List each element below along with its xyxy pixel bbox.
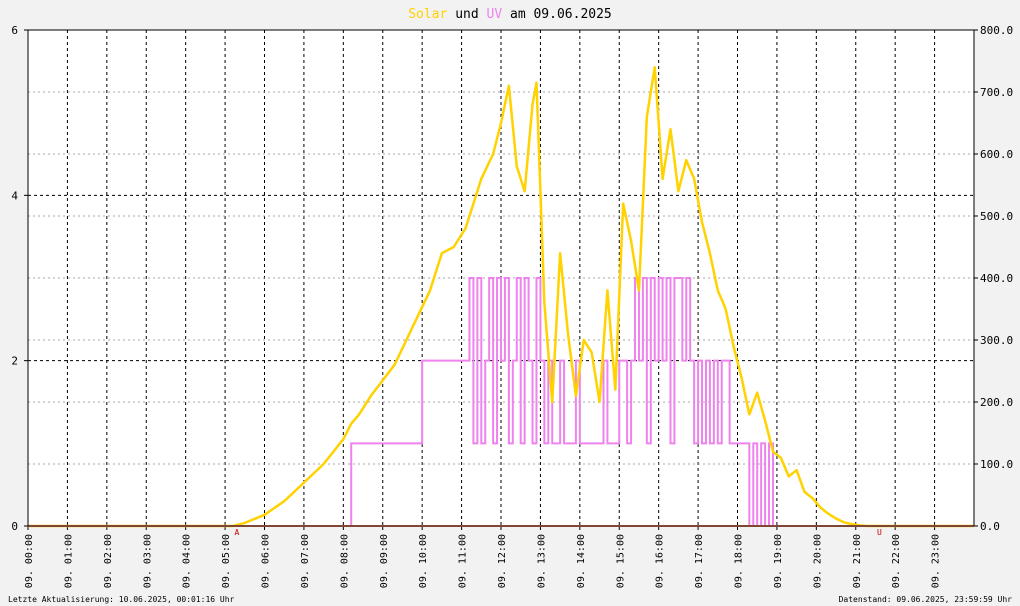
x-tick-label: 09. 12:00 bbox=[497, 534, 508, 588]
x-tick-label: 09. 05:00 bbox=[221, 534, 232, 588]
x-tick-label: 09. 17:00 bbox=[694, 534, 705, 588]
right-tick-label: 300.0 bbox=[980, 334, 1013, 347]
footer-data-status: Datenstand: 09.06.2025, 23:59:59 Uhr bbox=[838, 595, 1012, 604]
x-tick-label: 09. 16:00 bbox=[655, 534, 666, 588]
x-tick-label: 09. 11:00 bbox=[458, 534, 469, 588]
x-tick-label: 09. 18:00 bbox=[734, 534, 745, 588]
right-tick-label: 400.0 bbox=[980, 272, 1013, 285]
x-tick-label: 09. 21:00 bbox=[852, 534, 863, 588]
sunrise-marker: A bbox=[234, 528, 239, 537]
left-tick-label: 2 bbox=[11, 355, 18, 368]
left-tick-label: 6 bbox=[11, 24, 18, 37]
title-date: am 09.06.2025 bbox=[502, 7, 612, 22]
chart-title: Solar und UV am 09.06.2025 bbox=[408, 7, 612, 22]
x-tick-label: 09. 07:00 bbox=[300, 534, 311, 588]
left-tick-label: 0 bbox=[11, 520, 18, 533]
right-axis-ticks: 0.0 100.0 200.0 300.0 400.0 500.0 600.0 700.0 80… bbox=[974, 24, 1013, 533]
right-tick-label: 0.0 bbox=[980, 520, 1000, 533]
solar-series-line bbox=[28, 65, 974, 528]
x-tick-label: 09. 08:00 bbox=[339, 534, 350, 588]
x-tick-label: 09. 20:00 bbox=[812, 534, 823, 588]
footer-last-update: Letzte Aktualisierung: 10.06.2025, 00:01… bbox=[8, 595, 235, 604]
x-tick-label: 09. 10:00 bbox=[418, 534, 429, 588]
right-tick-label: 700.0 bbox=[980, 86, 1013, 99]
grid-lines bbox=[28, 30, 974, 526]
left-axis-ticks: 0 2 4 6 bbox=[11, 24, 28, 533]
right-tick-label: 200.0 bbox=[980, 396, 1013, 409]
x-tick-label: 09. 22:00 bbox=[891, 534, 902, 588]
plot-frame bbox=[27, 29, 975, 527]
x-axis-ticks: 09. 00:00 09. 01:00 09. 02:00 09. 03:00 09. … bbox=[24, 526, 942, 588]
x-tick-label: 09. 15:00 bbox=[615, 534, 626, 588]
uv-series-line bbox=[28, 277, 974, 527]
x-tick-label: 09. 13:00 bbox=[536, 534, 547, 588]
x-tick-label: 09. 19:00 bbox=[773, 534, 784, 588]
right-tick-label: 800.0 bbox=[980, 24, 1013, 37]
x-tick-label: 09. 02:00 bbox=[103, 534, 114, 588]
title-solar: Solar bbox=[408, 7, 447, 22]
x-tick-label: 09. 06:00 bbox=[261, 534, 272, 588]
x-tick-label: 09. 14:00 bbox=[576, 534, 587, 588]
title-und: und bbox=[447, 7, 486, 22]
x-tick-label: 09. 01:00 bbox=[63, 534, 74, 588]
left-tick-label: 4 bbox=[11, 189, 18, 202]
right-tick-label: 500.0 bbox=[980, 210, 1013, 223]
right-tick-label: 100.0 bbox=[980, 458, 1013, 471]
title-uv: UV bbox=[487, 7, 503, 22]
right-tick-label: 600.0 bbox=[980, 148, 1013, 161]
x-tick-label: 09. 09:00 bbox=[379, 534, 390, 588]
x-tick-label: 09. 23:00 bbox=[931, 534, 942, 588]
x-tick-label: 09. 00:00 bbox=[24, 534, 35, 588]
x-tick-label: 09. 03:00 bbox=[142, 534, 153, 588]
x-tick-label: 09. 04:00 bbox=[182, 534, 193, 588]
sunset-marker: U bbox=[877, 528, 882, 537]
